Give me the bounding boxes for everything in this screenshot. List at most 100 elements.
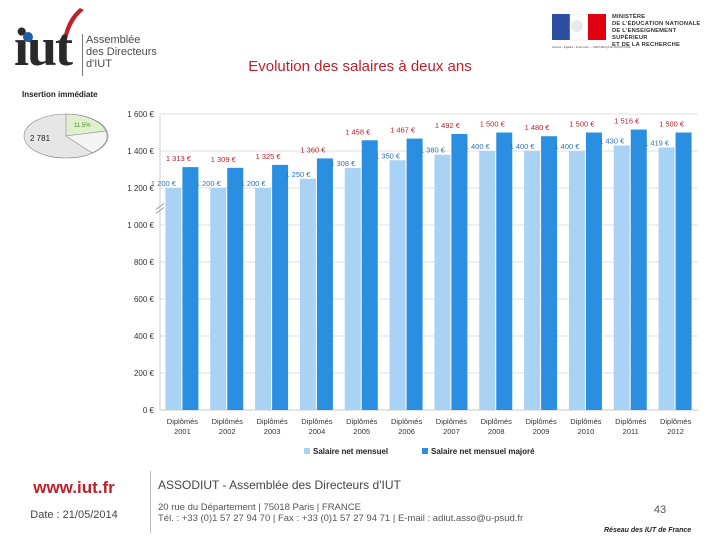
x-tick-label: Diplômés xyxy=(570,417,602,426)
footer-address: 20 rue du Département | 75018 Paris | FR… xyxy=(158,502,523,524)
y-tick-label: 1 400 € xyxy=(127,147,154,156)
legend-layer: Salaire net mensuel Salaire net mensuel m… xyxy=(304,447,535,456)
x-tick-label: 2012 xyxy=(667,427,684,436)
bar-salaire-majore xyxy=(406,138,423,411)
y-tick-label: 0 € xyxy=(143,406,155,415)
x-tick-label: 2003 xyxy=(264,427,281,436)
y-tick-label: 1 200 € xyxy=(127,184,154,193)
x-tick-label: Diplômés xyxy=(301,417,333,426)
data-label-salaire-net: 1 308 € xyxy=(330,159,356,168)
logo-org-line: des Directeurs xyxy=(86,46,157,58)
x-tick-label: 2004 xyxy=(309,427,326,436)
x-tick-label: Diplômés xyxy=(660,417,692,426)
footer-org-name: ASSODIUT - Assemblée des Directeurs d'IU… xyxy=(158,478,401,492)
x-tick-label: 2007 xyxy=(443,427,460,436)
page-title: Evolution des salaires à deux ans xyxy=(248,58,472,75)
x-tick-label: 2009 xyxy=(533,427,550,436)
bar-salaire-majore xyxy=(585,132,602,410)
bar-salaire-net xyxy=(658,147,675,411)
data-label-salaire-majore: 1 467 € xyxy=(390,126,416,135)
pie-value-label: 2 781 xyxy=(30,134,51,143)
data-label-salaire-net: 1 350 € xyxy=(375,151,401,160)
x-tick-label: 2002 xyxy=(219,427,236,436)
republique-flag-icon xyxy=(552,14,606,41)
logo-org-line: Assemblée xyxy=(86,34,141,46)
x-tick-label: Diplômés xyxy=(436,417,468,426)
insertion-pie: 2 781 11.5% xyxy=(23,113,109,159)
bar-salaire-majore xyxy=(630,129,647,410)
ministry-line: ET DE LA RECHERCHE xyxy=(612,42,681,48)
data-label-salaire-majore: 1 313 € xyxy=(166,154,192,163)
y-tick-label: 800 € xyxy=(134,258,155,267)
footer-contact-line: Tél. : +33 (0)1 57 27 94 70 | Fax : +33 … xyxy=(158,513,524,524)
data-label-salaire-net: 1 200 € xyxy=(241,179,267,188)
bar-salaire-net xyxy=(389,160,406,410)
axis-break-mark xyxy=(155,203,165,214)
ministry-line: DE L'ENSEIGNEMENT SUPÉRIEUR xyxy=(612,28,677,41)
y-tick-label: 1 600 € xyxy=(127,110,154,119)
data-label-salaire-net: 1 400 € xyxy=(465,142,491,151)
legend-swatch xyxy=(304,448,310,454)
bar-salaire-majore xyxy=(361,140,378,410)
x-tick-label: Diplômés xyxy=(481,417,513,426)
salary-bar-chart: 0 € 200 € 400 € 600 € 800 € 1 000 € 1 200 € 1 4… xyxy=(127,110,698,456)
logo-swoosh-icon xyxy=(62,8,84,46)
page-number: 43 xyxy=(653,504,667,516)
bar-salaire-net xyxy=(165,188,182,410)
data-label-salaire-majore: 1 500 € xyxy=(569,120,595,129)
bar-salaire-majore xyxy=(182,167,199,410)
x-tick-label: Diplômés xyxy=(391,417,423,426)
data-label-salaire-net: 1 400 € xyxy=(510,142,536,151)
bar-salaire-net xyxy=(613,145,630,410)
ministry-name: MINISTÈRE DE L'ÉDUCATION NATIONALE DE L'… xyxy=(612,14,712,49)
data-label-salaire-net: 1 250 € xyxy=(285,170,311,179)
data-label-salaire-majore: 1 500 € xyxy=(480,120,506,129)
pie-title: Insertion immédiate xyxy=(22,90,98,99)
logo-org-name: Assemblée des Directeurs d'IUT xyxy=(86,34,157,70)
ministry-logo: Liberté • Égalité • Fraternité — RÉPUBLI… xyxy=(552,14,712,50)
x-tick-label: 2011 xyxy=(623,427,639,436)
legend-label: Salaire net mensuel majoré xyxy=(431,447,535,456)
data-label-salaire-net: 1 380 € xyxy=(420,146,446,155)
x-tick-label: Diplômés xyxy=(346,417,378,426)
data-label-salaire-majore: 1 309 € xyxy=(211,155,237,164)
footer-divider xyxy=(150,471,151,533)
bar-salaire-net xyxy=(299,178,316,410)
logo-separator xyxy=(82,34,83,76)
data-label-salaire-net: 1 200 € xyxy=(196,179,222,188)
axis-layer: 0 € 200 € 400 € 600 € 800 € 1 000 € 1 200 € 1 4… xyxy=(127,110,698,436)
pie-slice-secondary xyxy=(65,130,108,154)
data-label-salaire-net: 1 400 € xyxy=(554,142,580,151)
bar-salaire-net xyxy=(568,151,585,410)
bar-salaire-net xyxy=(524,151,541,410)
y-tick-label: 1 000 € xyxy=(127,221,154,230)
x-tick-label: 2005 xyxy=(353,427,370,436)
x-tick-label: 2001 xyxy=(174,427,191,436)
bar-salaire-net xyxy=(255,188,272,410)
pie-percent-label: 11.5% xyxy=(74,123,91,129)
insertion-pie-block: Insertion immédiate 2 781 11.5% xyxy=(22,90,132,160)
footer-address-line: 20 rue du Département | 75018 Paris | FR… xyxy=(158,502,361,513)
iut-logo: iut Assemblée des Directeurs d'IUT xyxy=(10,6,180,84)
bar-salaire-majore xyxy=(541,136,558,410)
bar-layer xyxy=(165,129,692,411)
date-text: Date : 21/05/2014 xyxy=(30,509,118,521)
ministry-line: DE L'ÉDUCATION NATIONALE xyxy=(612,21,701,27)
y-tick-label: 600 € xyxy=(134,295,155,304)
logo-org-line: d'IUT xyxy=(86,58,112,70)
x-tick-label: 2010 xyxy=(578,427,595,436)
ministry-line: MINISTÈRE xyxy=(612,14,646,20)
label-layer: 1 200 € 1 313 € 1 200 € 1 309 € 1 200 € 1 325… xyxy=(151,117,685,188)
bar-salaire-majore xyxy=(272,164,289,410)
data-label-salaire-net: 1 430 € xyxy=(599,136,625,145)
bar-salaire-net xyxy=(344,168,361,410)
data-label-salaire-net: 1 200 € xyxy=(151,179,177,188)
data-label-salaire-net: 1 419 € xyxy=(644,138,670,147)
site-url-link[interactable]: www.iut.fr xyxy=(33,478,115,497)
bar-salaire-majore xyxy=(451,133,468,411)
x-tick-label: Diplômés xyxy=(525,417,557,426)
pie-slice-highlight xyxy=(65,113,107,137)
bar-salaire-net xyxy=(434,154,451,410)
bar-salaire-net xyxy=(210,188,227,410)
x-tick-label: 2008 xyxy=(488,427,505,436)
